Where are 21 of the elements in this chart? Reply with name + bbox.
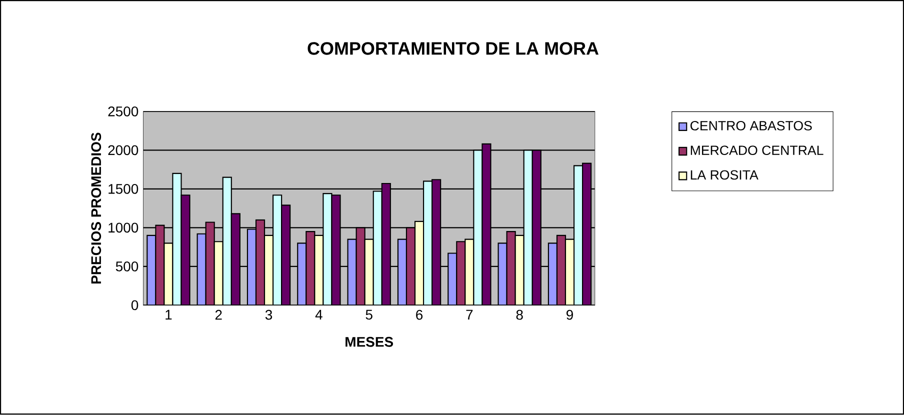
legend-label: LA ROSITA (690, 170, 758, 180)
y-tick-label: 500 (116, 262, 138, 272)
x-tick-label: 1 (166, 310, 172, 320)
x-tick-label: 8 (516, 310, 523, 320)
y-tick-label: 2000 (108, 145, 138, 156)
y-tick-label: 0 (131, 300, 138, 310)
chart-title: COMPORTAMIENTO DE LA MORA (308, 42, 599, 56)
y-tick-label: 2500 (108, 106, 138, 117)
x-tick-label: 3 (265, 310, 272, 320)
x-tick-label: 4 (315, 310, 322, 320)
y-tick-label: 1000 (108, 222, 138, 233)
y-tick-label: 1500 (108, 184, 138, 194)
legend-label: CENTRO ABASTOS (690, 121, 812, 131)
x-axis-title: MESES (346, 337, 394, 348)
x-tick-label: 7 (466, 310, 473, 320)
x-tick-label: 9 (566, 310, 573, 320)
x-tick-label: 2 (215, 310, 222, 320)
y-axis-title: PRECIOS PROMEDIOS (91, 132, 102, 284)
x-tick-label: 5 (366, 310, 372, 320)
legend-label: MERCADO CENTRAL (690, 146, 824, 156)
x-tick-label: 6 (416, 310, 423, 320)
